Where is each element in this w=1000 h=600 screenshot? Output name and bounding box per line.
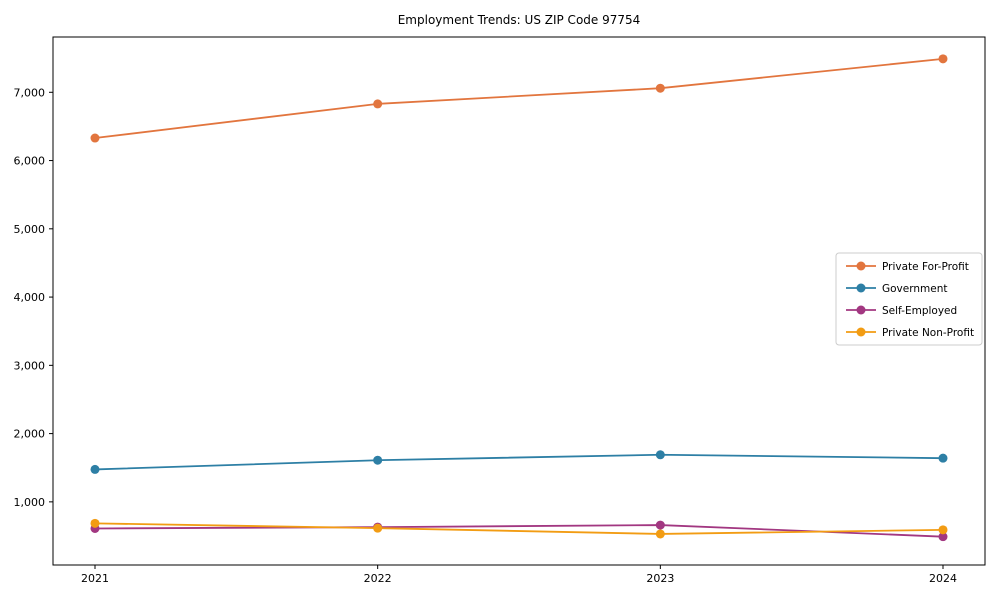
data-point-private-for-profit-2024: [938, 54, 948, 64]
data-point-government-2022: [373, 455, 383, 465]
series-line-private-for-profit: [94, 57, 944, 139]
legend-label-private-for-profit: Private For-Profit: [882, 261, 969, 273]
data-point-government-2021: [90, 464, 100, 474]
y-tick-label: 7,000: [14, 86, 46, 99]
legend-marker-self-employed: [856, 305, 866, 315]
series-line-government: [94, 453, 944, 471]
legend-marker-government: [856, 283, 866, 293]
data-point-self-employed-2023: [655, 520, 665, 530]
legend-marker-private-for-profit: [856, 261, 866, 271]
series-line-private-non-profit: [94, 522, 944, 535]
x-tick-label: 2022: [364, 572, 392, 585]
data-point-private-non-profit-2022: [373, 523, 383, 533]
legend-label-government: Government: [882, 283, 947, 295]
x-tick-label: 2024: [929, 572, 957, 585]
data-point-private-non-profit-2024: [938, 525, 948, 535]
y-tick-label: 1,000: [14, 496, 46, 509]
data-point-government-2023: [655, 450, 665, 460]
y-axis: 1,000 2,000 3,000 4,000 5,000 6,000 7,000: [14, 86, 53, 509]
x-tick-label: 2023: [646, 572, 674, 585]
data-point-private-non-profit-2021: [90, 518, 100, 528]
chart-title: Employment Trends: US ZIP Code 97754: [398, 13, 641, 27]
data-point-self-employed-2024: [938, 532, 948, 542]
y-tick-label: 6,000: [14, 155, 46, 168]
legend-marker-private-non-profit: [856, 327, 866, 337]
data-point-private-for-profit-2023: [655, 83, 665, 93]
legend-label-self-employed: Self-Employed: [882, 305, 957, 317]
y-tick-label: 5,000: [14, 223, 46, 236]
y-tick-label: 4,000: [14, 291, 46, 304]
y-tick-label: 3,000: [14, 359, 46, 372]
series-line-self-employed: [94, 524, 944, 538]
x-tick-label: 2021: [81, 572, 109, 585]
legend-box: [835, 252, 983, 346]
data-point-private-for-profit-2022: [373, 99, 383, 109]
data-point-private-for-profit-2021: [90, 133, 100, 143]
series-group: [90, 54, 948, 542]
legend: Private For-Profit Government Self-Employe…: [835, 252, 983, 346]
x-axis: 2021 2022 2023 2024: [81, 565, 957, 585]
data-point-private-non-profit-2023: [655, 529, 665, 539]
legend-label-private-non-profit: Private Non-Profit: [882, 327, 974, 339]
data-point-government-2024: [938, 453, 948, 463]
plot-border: [52, 36, 986, 566]
y-tick-label: 2,000: [14, 428, 46, 441]
